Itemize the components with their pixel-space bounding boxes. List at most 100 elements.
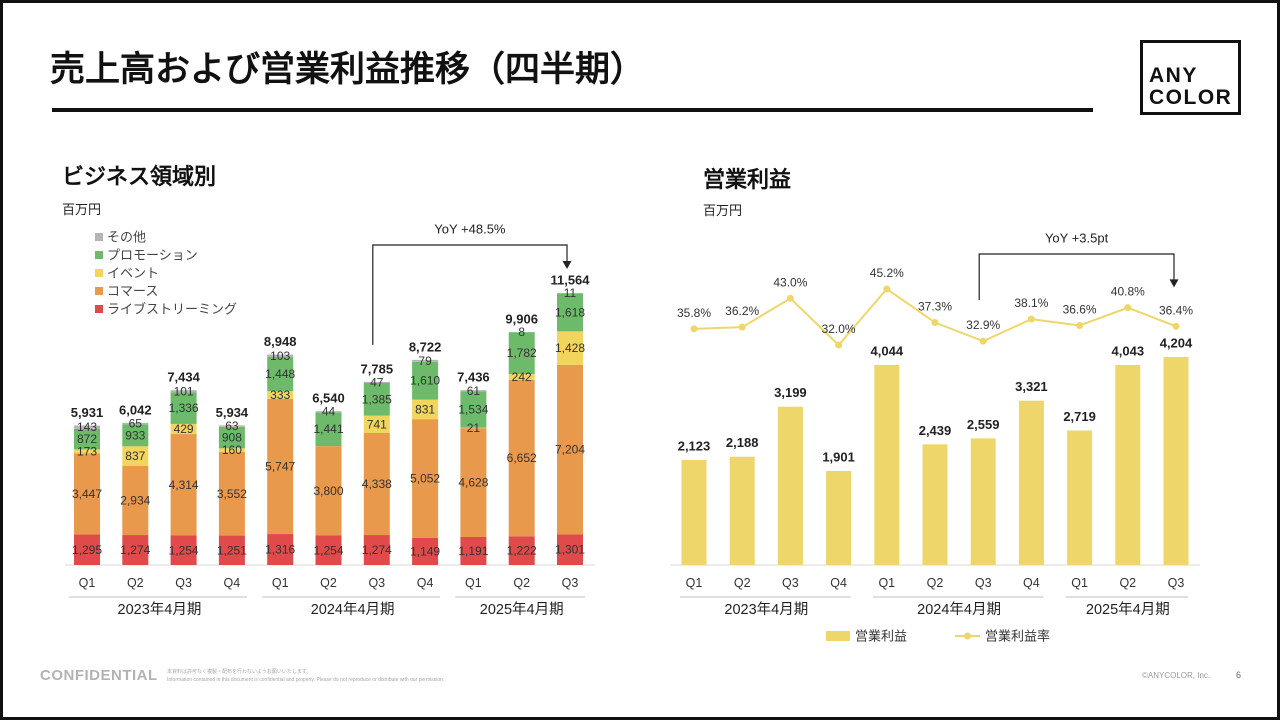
bar-segment-other [218,425,245,427]
quarter-label: Q4 [1023,576,1040,590]
yoy-arrowhead [1169,279,1179,288]
bar-segment-commerce [460,428,487,537]
yoy-annotation-text: YoY +3.5pt [1045,231,1109,246]
operating-margin-label: 32.0% [822,322,856,336]
operating-income-bar [970,438,996,565]
bar-segment-livestreaming [557,534,583,565]
bar-segment-promotion [218,426,245,449]
bar-segment-promotion [508,332,535,375]
operating-income-value-label: 2,188 [726,435,759,450]
logo-text-line-2: COLOR [1149,86,1233,109]
operating-margin-point [1076,321,1084,329]
operating-margin-point [1124,304,1132,312]
legend-label-operating-income: 営業利益 [855,629,907,644]
segment-value-label-commerce: 5,747 [265,459,295,473]
quarter-label: Q3 [782,576,799,590]
segment-value-label-commerce: 4,628 [458,476,488,490]
segment-value-label-other: 65 [129,417,143,431]
bar-segment-livestreaming [170,535,197,565]
operating-margin-point [1172,322,1180,330]
total-value-label: 5,931 [71,405,104,420]
segment-value-label-promotion: 1,441 [313,422,343,436]
bar-segment-livestreaming [508,536,535,565]
segment-value-label-promotion: 908 [222,431,242,445]
segment-value-label-event: 173 [77,444,97,458]
operating-income-value-label: 1,901 [822,449,855,464]
quarter-label: Q4 [417,576,434,590]
bar-segment-other [363,381,390,383]
legend-label-operating-margin: 営業利益率 [985,629,1050,644]
confidential-label: CONFIDENTIAL [40,667,158,684]
copyright: ©ANYCOLOR, Inc. [1142,671,1211,680]
bar-segment-commerce [218,452,245,536]
bar-segment-event [122,446,149,467]
segment-value-label-other: 79 [418,354,432,368]
operating-margin-label: 38.1% [1014,296,1048,310]
operating-income-value-label: 2,559 [967,417,1000,432]
bar-segment-event [363,415,390,433]
bar-segment-event [218,448,245,453]
segment-value-label-other: 63 [225,419,239,433]
quarter-label: Q2 [1119,576,1136,590]
quarter-label: Q1 [272,576,289,590]
legend-label-livestreaming: ライブストリーミング [107,302,237,317]
segment-value-label-livestreaming: 1,316 [265,543,295,557]
quarter-label: Q1 [1071,576,1088,590]
operating-income-bar [777,406,803,565]
legend-label-commerce: コマース [107,284,158,299]
bar-segment-other [315,411,342,413]
quarter-label: Q3 [562,576,579,590]
segment-value-label-livestreaming: 1,254 [169,543,199,557]
segment-value-label-event: 21 [467,421,481,435]
bar-segment-event [557,331,583,365]
operating-margin-line [693,287,1177,347]
segment-value-label-livestreaming: 1,254 [313,543,343,557]
operating-income-value-label: 4,043 [1112,343,1145,358]
operating-margin-point [1027,315,1035,323]
operating-income-bar [1018,400,1044,565]
yoy-bracket [978,253,1175,301]
total-value-label: 6,042 [119,402,152,417]
operating-margin-label: 36.4% [1159,303,1193,317]
logo-text-line-1: ANY [1149,64,1198,87]
quarter-label: Q1 [79,576,96,590]
total-value-label: 7,436 [457,370,490,385]
bar-segment-other [460,390,487,392]
confidential-notice-en: Information contained in this document i… [167,677,445,683]
legend-swatch-operating-income [826,631,850,641]
bar-segment-commerce [508,379,535,537]
bar-segment-event [74,449,100,454]
segment-value-label-promotion: 1,782 [507,346,537,360]
quarter-label: Q3 [975,576,992,590]
fiscal-year-label: 2025年4月期 [1086,601,1170,618]
legend-marker-operating-margin [964,632,971,640]
operating-margin-point [738,323,746,331]
segment-value-label-livestreaming: 1,274 [362,543,392,557]
bar-segment-other [412,359,439,362]
segment-value-label-commerce: 2,934 [120,494,150,508]
bar-segment-livestreaming [267,534,294,565]
operating-income-value-label: 2,439 [919,423,952,438]
segment-value-label-other: 61 [467,384,481,398]
bar-segment-livestreaming [412,537,439,565]
legend-swatch-livestreaming [95,305,103,313]
bar-segment-promotion [557,293,583,332]
quarter-label: Q4 [224,576,241,590]
segment-chart-unit: 百万円 [62,202,102,217]
segment-value-label-commerce: 3,552 [217,487,247,501]
segment-value-label-promotion: 1,336 [169,401,199,415]
segment-value-label-commerce: 4,338 [362,477,392,491]
bar-segment-event [267,391,294,399]
bar-segment-event [170,423,197,435]
operating-income-value-label: 3,199 [774,385,807,400]
total-value-label: 7,785 [361,361,394,376]
segment-value-label-commerce: 3,800 [313,484,343,498]
operating-income-chart-unit: 百万円 [703,203,743,218]
total-value-label: 7,434 [167,370,200,385]
yoy-arrowhead [562,261,572,269]
legend-swatch-promotion [95,251,103,259]
segment-value-label-other: 44 [322,405,336,419]
operating-income-value-label: 3,321 [1015,379,1048,394]
title-underline [52,108,1093,112]
